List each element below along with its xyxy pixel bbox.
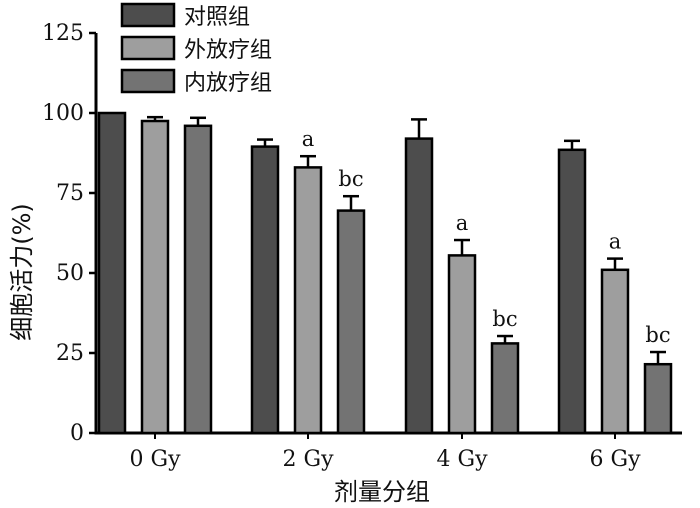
significance-label: a: [456, 211, 469, 235]
significance-label: a: [609, 230, 622, 254]
x-axis-title: 剂量分组: [334, 478, 430, 506]
x-tick-label: 0 Gy: [130, 447, 182, 472]
error-bars: [147, 115, 666, 365]
y-tick-label: 100: [42, 101, 84, 126]
bar: [643, 362, 673, 435]
y-tick-label: 50: [56, 261, 84, 286]
bar: [97, 111, 127, 435]
bar: [600, 268, 630, 435]
bar: [404, 137, 434, 435]
bar: [557, 148, 587, 435]
legend-label: 内放疗组: [184, 71, 272, 96]
x-tick-label: 4 Gy: [437, 447, 489, 472]
y-tick-label: 25: [56, 341, 84, 366]
legend-swatch: [120, 35, 176, 61]
legend-label: 对照组: [184, 5, 250, 30]
legend-swatch: [120, 68, 176, 94]
legend-swatch: [120, 2, 176, 28]
bar: [490, 342, 520, 435]
y-axis-title: 细胞活力(%): [8, 203, 36, 341]
y-tick-label: 0: [70, 421, 84, 446]
significance-label: bc: [645, 323, 670, 347]
bars: [97, 111, 673, 435]
x-tick-label: 2 Gy: [283, 447, 335, 472]
significance-label: bc: [338, 167, 363, 191]
axes: [94, 33, 682, 435]
x-tick-label: 6 Gy: [590, 447, 642, 472]
bar: [183, 124, 213, 435]
bar: [250, 145, 280, 435]
bar: [140, 119, 170, 435]
significance-label: a: [302, 127, 315, 151]
tick-marks: 0 25 50 75 100 125 0 Gy 2 Gy 4 Gy 6 Gy: [42, 21, 641, 472]
bar: [293, 166, 323, 435]
y-tick-label: 125: [42, 21, 84, 46]
bar: [336, 209, 366, 435]
significance-label: bc: [492, 307, 517, 331]
y-tick-label: 75: [56, 181, 84, 206]
legend-label: 外放疗组: [184, 38, 272, 63]
bar: [447, 254, 477, 435]
